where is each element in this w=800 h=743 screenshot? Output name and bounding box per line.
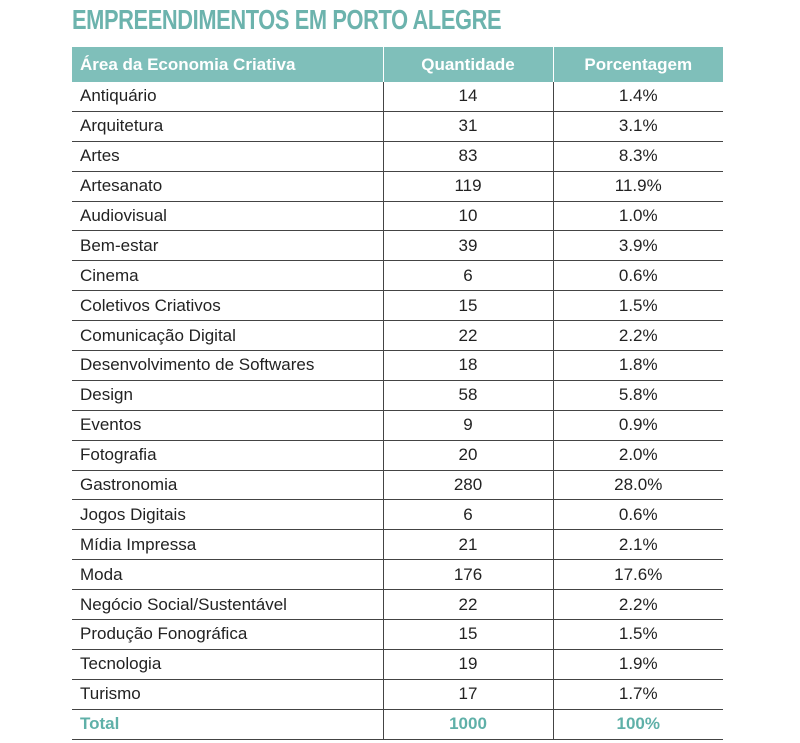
table-row: Bem-estar 39 3.9% bbox=[72, 230, 723, 262]
table-cell: 5.8% bbox=[552, 380, 723, 411]
table-cell: Fotografia bbox=[72, 440, 383, 471]
total-row: Total 1000 100% bbox=[72, 709, 723, 740]
table-row: Comunicação Digital 22 2.2% bbox=[72, 320, 723, 352]
table-row: Cinema 6 0.6% bbox=[72, 260, 723, 292]
table-row: Design 58 5.8% bbox=[72, 380, 723, 411]
table-cell: Audiovisual bbox=[72, 201, 383, 232]
table-cell: 22 bbox=[382, 320, 553, 352]
header-cell: Porcentagem bbox=[552, 47, 723, 82]
table-row: Coletivos Criativos 15 1.5% bbox=[72, 290, 723, 322]
table-row: Antiquário 14 1.4% bbox=[72, 82, 723, 112]
table-cell: 15 bbox=[382, 619, 553, 650]
table-row: Fotografia 20 2.0% bbox=[72, 440, 723, 471]
table-cell: Artes bbox=[72, 141, 383, 172]
table-cell: 20 bbox=[382, 440, 553, 471]
table-cell: Produção Fonográfica bbox=[72, 619, 383, 650]
table-cell: Turismo bbox=[72, 679, 383, 710]
table-cell: 1.9% bbox=[552, 649, 723, 680]
table-cell: Moda bbox=[72, 559, 383, 591]
table-row: Negócio Social/Sustentável 22 2.2% bbox=[72, 589, 723, 621]
table-cell: 83 bbox=[382, 141, 553, 172]
total-cell: 1000 bbox=[382, 709, 553, 740]
table-cell: 6 bbox=[382, 260, 553, 292]
table-cell: 1.5% bbox=[552, 290, 723, 322]
table-row: Turismo 17 1.7% bbox=[72, 679, 723, 710]
table-row: Tecnologia 19 1.9% bbox=[72, 649, 723, 680]
table-cell: 10 bbox=[382, 201, 553, 232]
table-cell: 17 bbox=[382, 679, 553, 710]
table-row: Arquitetura 31 3.1% bbox=[72, 111, 723, 142]
table-row: Produção Fonográfica 15 1.5% bbox=[72, 619, 723, 650]
table-cell: 2.0% bbox=[552, 440, 723, 471]
table-cell: 11.9% bbox=[552, 171, 723, 202]
table-cell: 2.1% bbox=[552, 529, 723, 561]
table-cell: 6 bbox=[382, 499, 553, 531]
table-cell: Bem-estar bbox=[72, 230, 383, 262]
header-cell: Área da Economia Criativa bbox=[72, 47, 383, 82]
table-cell: 39 bbox=[382, 230, 553, 262]
table-cell: 280 bbox=[382, 470, 553, 501]
table-cell: Jogos Digitais bbox=[72, 499, 383, 531]
total-cell: 100% bbox=[552, 709, 723, 740]
table-row: Jogos Digitais 6 0.6% bbox=[72, 499, 723, 531]
table-cell: 21 bbox=[382, 529, 553, 561]
table-cell: Tecnologia bbox=[72, 649, 383, 680]
table-body: Antiquário 14 1.4% Arquitetura 31 3.1% Artes 83… bbox=[72, 82, 723, 740]
data-table: Área da Economia Criativa Quantidade Porce… bbox=[72, 47, 723, 740]
table-cell: 15 bbox=[382, 290, 553, 322]
table-cell: 1.4% bbox=[552, 82, 723, 112]
table-cell: 3.1% bbox=[552, 111, 723, 142]
table-cell: 18 bbox=[382, 350, 553, 381]
table-cell: 0.6% bbox=[552, 499, 723, 531]
table-cell: 14 bbox=[382, 82, 553, 112]
table-cell: Mídia Impressa bbox=[72, 529, 383, 561]
header-row: Área da Economia Criativa Quantidade Porce… bbox=[72, 47, 723, 82]
table-cell: 22 bbox=[382, 589, 553, 621]
table-cell: 2.2% bbox=[552, 320, 723, 352]
table-row: Desenvolvimento de Softwares 18 1.8% bbox=[72, 350, 723, 381]
table-cell: Arquitetura bbox=[72, 111, 383, 142]
table-cell: Cinema bbox=[72, 260, 383, 292]
table-cell: 1.7% bbox=[552, 679, 723, 710]
table-cell: 9 bbox=[382, 410, 553, 441]
table-cell: 17.6% bbox=[552, 559, 723, 591]
table-cell: 0.9% bbox=[552, 410, 723, 441]
table-row: Gastronomia 280 28.0% bbox=[72, 470, 723, 501]
table-cell: 1.5% bbox=[552, 619, 723, 650]
table-cell: Eventos bbox=[72, 410, 383, 441]
table-cell: Negócio Social/Sustentável bbox=[72, 589, 383, 621]
table-cell: 28.0% bbox=[552, 470, 723, 501]
title: EMPREENDIMENTOS EM PORTO ALEGRE bbox=[72, 4, 502, 35]
total-cell: Total bbox=[72, 709, 383, 740]
table-cell: 3.9% bbox=[552, 230, 723, 262]
table-cell: 1.8% bbox=[552, 350, 723, 381]
table-cell: Desenvolvimento de Softwares bbox=[72, 350, 383, 381]
table-cell: Comunicação Digital bbox=[72, 320, 383, 352]
table-cell: 19 bbox=[382, 649, 553, 680]
table-row: Eventos 9 0.9% bbox=[72, 410, 723, 441]
table-cell: 31 bbox=[382, 111, 553, 142]
table-cell: Artesanato bbox=[72, 171, 383, 202]
table-cell: 119 bbox=[382, 171, 553, 202]
table-cell: 2.2% bbox=[552, 589, 723, 621]
table-cell: Coletivos Criativos bbox=[72, 290, 383, 322]
table-cell: 8.3% bbox=[552, 141, 723, 172]
table-cell: 1.0% bbox=[552, 201, 723, 232]
table-row: Audiovisual 10 1.0% bbox=[72, 201, 723, 232]
table-cell: 176 bbox=[382, 559, 553, 591]
header-cell: Quantidade bbox=[382, 47, 553, 82]
table-row: Mídia Impressa 21 2.1% bbox=[72, 529, 723, 561]
table-row: Moda 176 17.6% bbox=[72, 559, 723, 591]
table-cell: 58 bbox=[382, 380, 553, 411]
table-cell: Design bbox=[72, 380, 383, 411]
table-cell: Antiquário bbox=[72, 82, 383, 112]
table-cell: 0.6% bbox=[552, 260, 723, 292]
table-row: Artesanato 119 11.9% bbox=[72, 171, 723, 202]
table-cell: Gastronomia bbox=[72, 470, 383, 501]
table-row: Artes 83 8.3% bbox=[72, 141, 723, 172]
